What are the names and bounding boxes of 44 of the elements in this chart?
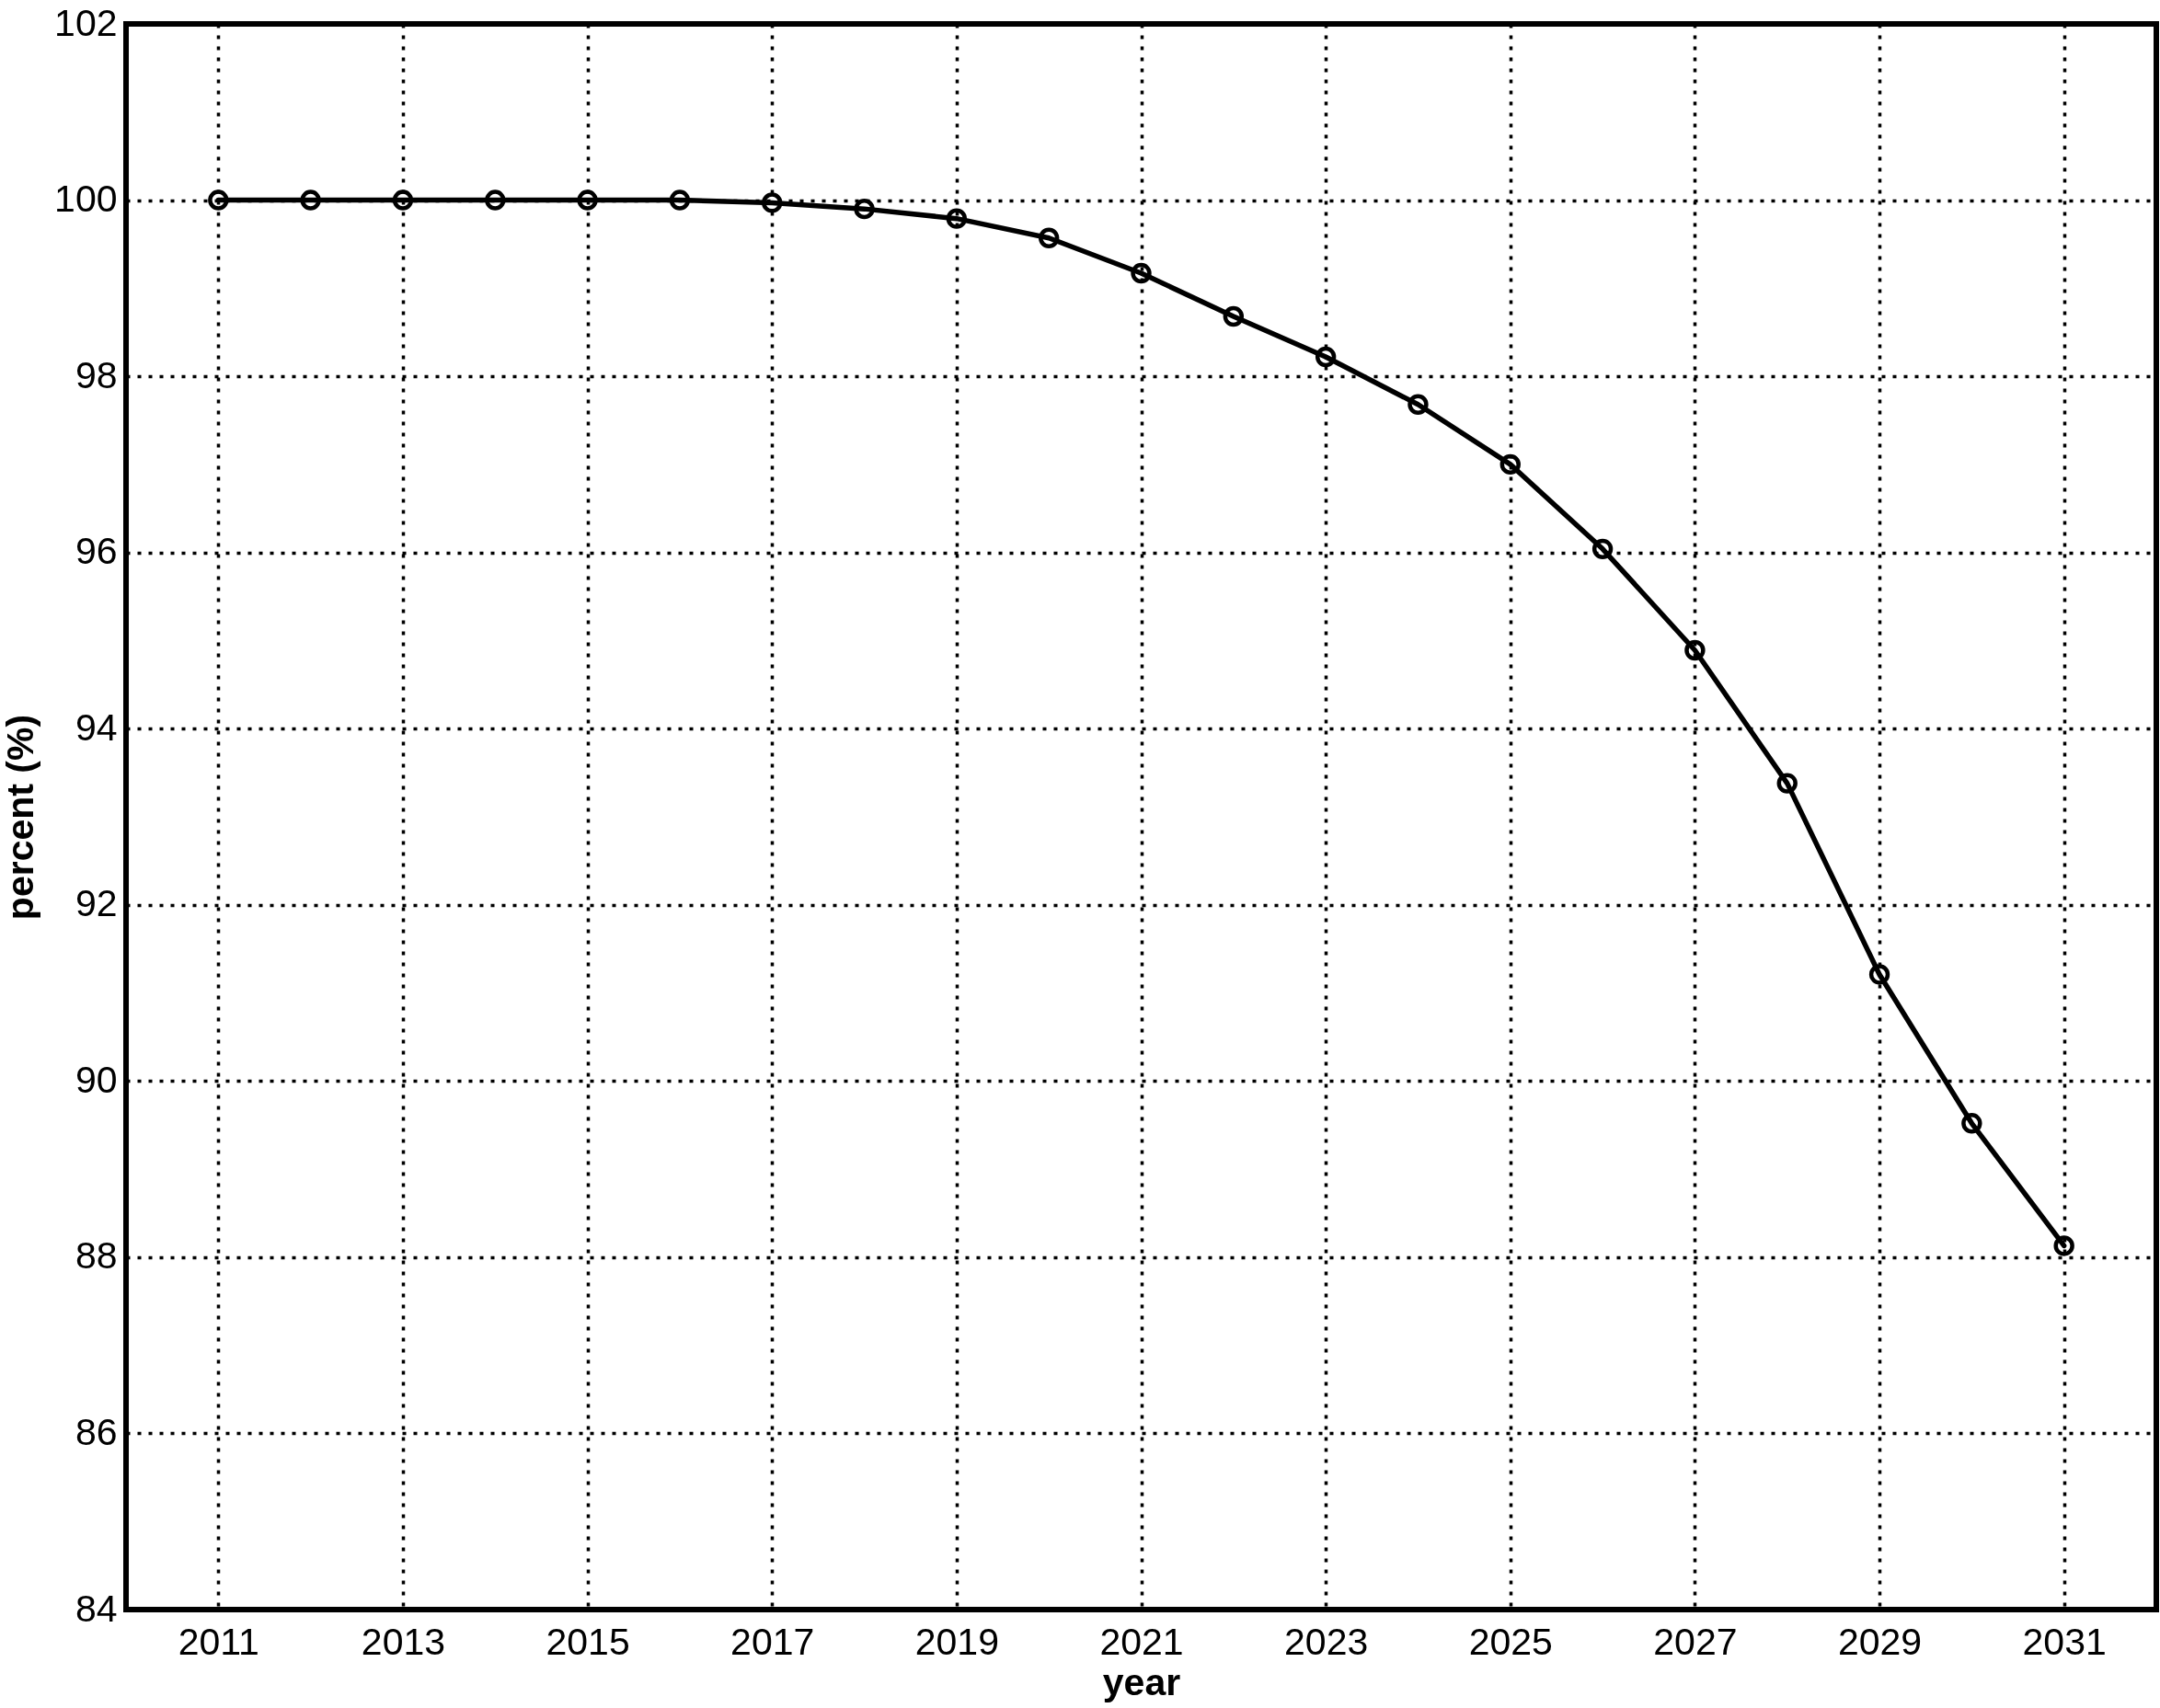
point [300,189,321,211]
point [208,189,229,211]
point [1315,346,1337,368]
point [2053,1235,2074,1256]
point [1868,964,1890,985]
x-tick-label: 2029 [1837,1620,1923,1663]
point [1961,1113,1982,1134]
x-tick-label: 2013 [361,1620,446,1663]
x-tick-label: 2027 [1653,1620,1738,1663]
y-tick-label: 94 [75,705,118,749]
y-tick-label: 86 [75,1410,118,1453]
point [854,198,875,220]
x-tick-label: 2023 [1284,1620,1369,1663]
x-tick-label: 2015 [546,1620,630,1663]
point [1591,538,1614,560]
point [1776,773,1798,794]
y-tick-label: 84 [75,1587,118,1630]
point [1131,262,1152,284]
point [1499,453,1521,476]
point [1038,227,1060,248]
y-axis-title: percent (%) [0,714,42,921]
point [577,189,598,211]
y-tick-label: 100 [54,178,118,221]
point [485,189,506,211]
point [1684,639,1706,661]
x-tick-label: 2021 [1099,1620,1184,1663]
x-tick-label: 2025 [1468,1620,1553,1663]
point [1407,394,1429,415]
y-tick-label: 96 [75,530,118,573]
y-tick-label: 102 [54,1,118,44]
y-tick-label: 92 [75,882,118,925]
point [669,189,691,211]
x-tick-label: 2011 [178,1620,259,1663]
point [392,189,414,211]
x-tick-label: 2019 [914,1620,999,1663]
y-tick-label: 98 [75,353,118,396]
x-tick-label: 2031 [2022,1620,2107,1663]
y-tick-label: 90 [75,1058,118,1101]
y-tick-label: 88 [75,1234,118,1278]
point [762,192,783,213]
x-axis-title: year [1102,1660,1181,1703]
point [1223,305,1245,327]
point [946,208,968,229]
x-tick-label: 2017 [730,1620,815,1663]
